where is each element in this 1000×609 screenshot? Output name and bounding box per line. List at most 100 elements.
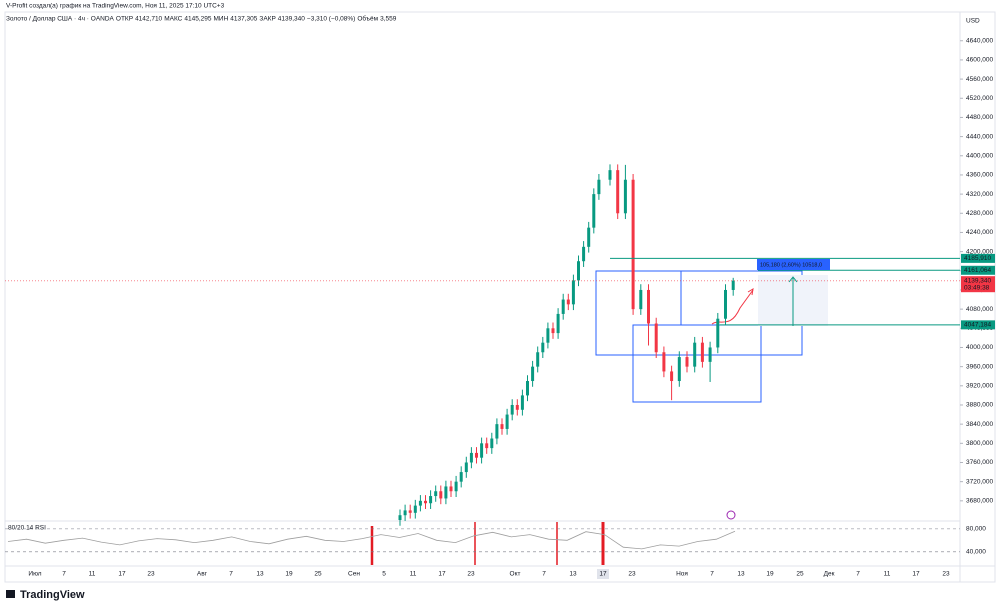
candle-body [500,424,504,429]
x-tick-label: Авг [197,571,208,578]
candle-body [439,491,443,499]
price-tag [961,320,995,330]
logo-mark [6,590,15,598]
rsi-tick-label: 80,000 [966,526,986,533]
candle-body [577,261,580,281]
y-tick-label: 4440,000 [966,133,993,140]
y-tick-label: 3680,000 [966,498,993,505]
x-tick-label: Окт [510,571,521,578]
price-tag-label: 4185,910 [964,255,991,262]
candle-body [608,170,612,180]
y-tick-label: 3920,000 [966,383,993,390]
legend-text: МАКС [164,16,182,23]
x-tick-label: 13 [737,571,745,578]
candle-body [469,452,473,463]
legend-text: 4145,295 [184,16,211,23]
candle-body [398,515,402,520]
y-tick-label: 4240,000 [966,229,993,236]
candle-body [700,342,704,362]
candle-body [587,227,591,247]
price-tag-label: 4047,184 [964,322,991,329]
candle-body [647,289,650,324]
legend: Золото / Доллар США · 4ч · OANDA ОТКР 4142… [6,15,397,23]
x-tick-label: 7 [856,571,860,578]
x-label-highlight [597,569,609,579]
chart-frame [4,11,996,583]
y-tick-label: 3840,000 [966,421,993,428]
price-tag-label: 4161,064 [964,267,991,274]
candle-body [536,352,540,367]
legend-text: 4137,305 [230,16,257,23]
candle-body [724,289,727,319]
candle-body [531,366,535,382]
y-tick-label: 4640,000 [966,37,993,44]
candle-body [424,500,427,504]
y-tick-label: 4320,000 [966,191,993,198]
candle-body [480,443,484,458]
x-tick-label: 17 [599,571,607,578]
candle-body [662,352,666,372]
rsi-tick-label: 40,000 [966,549,986,556]
legend-text: 4142,710 [135,16,162,23]
candle-body [408,510,412,513]
y-tick-label: 3720,000 [966,478,993,485]
rsi-label: 80/20 14 RSI [8,525,46,532]
candle-body [566,299,570,305]
candle-body [597,179,601,195]
x-tick-label: 23 [942,571,950,578]
candle-body [616,170,620,214]
x-tick-label: 19 [285,571,293,578]
legend-text: 4139,340 [278,16,305,23]
x-tick-label: 13 [256,571,264,578]
candle-body [515,404,519,410]
event-icon[interactable] [726,510,736,520]
price-tag [961,276,995,293]
candle-body [592,194,596,228]
x-tick-label: 23 [467,571,475,578]
candle-body [685,357,689,367]
candle-body [495,424,499,439]
author-line: V-Profit создал(а) график на TradingView… [6,3,225,10]
forecast-arrowhead [747,288,754,296]
y-tick-label: 4000,000 [966,344,993,351]
legend-text: ОТКР [116,16,133,23]
x-tick-label: Июл [28,571,41,578]
x-tick-label: Дек [824,571,835,578]
candle-body [670,371,674,382]
rectangle-drawing [632,324,762,403]
measure-arrowhead [788,276,798,283]
candle-body [434,491,438,497]
x-tick-label: Сен [348,571,360,578]
x-tick-label: 23 [147,571,155,578]
candle-body [505,414,509,429]
candle-body [475,452,478,458]
candle-body [526,381,529,396]
candle-body [459,472,463,482]
y-tick-label: 4520,000 [966,95,993,102]
x-tick-label: 19 [766,571,774,578]
x-tick-label: 25 [314,571,322,578]
y-tick-label: 4400,000 [966,152,993,159]
logo-text: TradingView [20,589,85,601]
candle-body [693,342,697,367]
legend-text: ЗАКР [259,16,275,23]
x-tick-label: Ноя [676,571,688,578]
candle-body [561,299,565,314]
x-tick-label: 7 [62,571,66,578]
x-tick-label: 11 [884,571,891,578]
price-tag-label: 4139,340 [964,277,991,284]
legend-text: −3,310 (−0,08%) [307,16,355,23]
candle-body [623,179,627,214]
y-tick-label: 3760,000 [966,459,993,466]
y-tick-label: 3880,000 [966,402,993,409]
y-tick-label: 4200,000 [966,248,993,255]
x-tick-label: 17 [118,571,126,578]
candle-body [677,357,681,382]
candle-body [556,313,560,334]
x-tick-label: 5 [382,571,386,578]
y-tick-label: 4600,000 [966,57,993,64]
candle-body [654,323,658,353]
candle-body [403,510,407,516]
candle-body [510,404,514,415]
